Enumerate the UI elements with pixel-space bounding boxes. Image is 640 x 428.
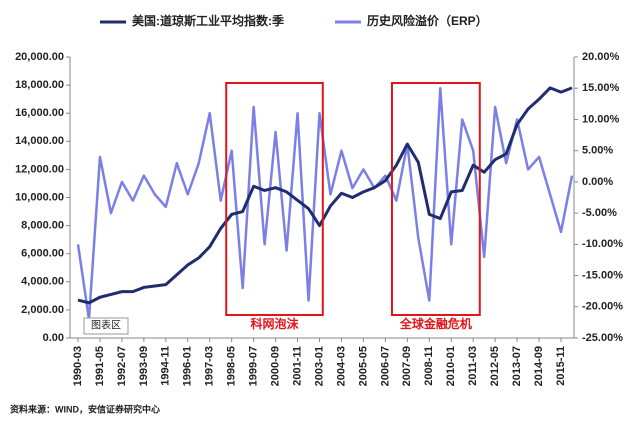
y-tick-label: 8,000.00 xyxy=(21,220,64,232)
legend-label: 美国:道琼斯工业平均指数:季 xyxy=(132,13,285,28)
y2-tick-label: -10.00% xyxy=(582,238,623,250)
chart-area-tag xyxy=(83,317,129,335)
y2-tick-label: 20.00% xyxy=(582,51,620,63)
y2-tick-label: 15.00% xyxy=(582,82,620,94)
x-tick-label: 1993-09 xyxy=(138,346,150,386)
x-tick-label: 2015-11 xyxy=(555,346,567,386)
y2-tick-label: 0.00% xyxy=(582,176,613,188)
y2-tick-label: -20.00% xyxy=(582,301,623,313)
x-tick-label: 2014-09 xyxy=(533,346,545,386)
x-tick-label: 1998-05 xyxy=(226,346,238,386)
x-tick-label: 2001-11 xyxy=(291,346,303,386)
y-tick-label: 18,000.00 xyxy=(15,79,64,91)
y-tick-label: 4,000.00 xyxy=(21,276,64,288)
y-tick-label: 16,000.00 xyxy=(15,107,64,119)
series-line xyxy=(77,86,573,305)
annotation: 科网泡沫 xyxy=(250,316,299,331)
y-tick-label: 10,000.00 xyxy=(15,191,64,203)
x-tick-label: 1997-03 xyxy=(204,346,216,386)
y2-tick-label: -25.00% xyxy=(582,332,623,344)
x-tick-label: 2007-09 xyxy=(401,346,413,386)
y2-tick-label: -15.00% xyxy=(582,269,623,281)
x-tick-label: 2000-09 xyxy=(270,346,282,386)
x-tick-label: 2008-11 xyxy=(423,346,435,386)
y-tick-label: 6,000.00 xyxy=(21,248,64,260)
y2-tick-label: 5.00% xyxy=(582,145,613,157)
x-tick-label: 1991-05 xyxy=(94,346,106,386)
x-tick-label: 2010-01 xyxy=(445,346,457,386)
x-tick-label: 2013-07 xyxy=(511,346,523,386)
legend-label: 历史风险溢价（ERP） xyxy=(367,13,488,28)
x-tick-label: 1996-01 xyxy=(182,346,194,386)
x-tick-label: 1992-07 xyxy=(116,346,128,386)
y-tick-label: 20,000.00 xyxy=(15,51,64,63)
annotation: 图表区 xyxy=(91,319,121,332)
y2-tick-label: 10.00% xyxy=(582,113,620,125)
y2-tick-label: -5.00% xyxy=(582,207,617,219)
x-tick-label: 2012-05 xyxy=(489,346,501,386)
x-tick-label: 1990-03 xyxy=(72,346,84,386)
x-tick-label: 2004-03 xyxy=(335,346,347,386)
x-tick-label: 1994-11 xyxy=(160,346,172,386)
highlight-box xyxy=(390,82,481,316)
y-tick-label: 0.00 xyxy=(43,332,64,344)
y-tick-label: 14,000.00 xyxy=(15,135,64,147)
series-line xyxy=(76,86,574,321)
x-tick-label: 2011-03 xyxy=(467,346,479,386)
annotation: 全球金融危机 xyxy=(399,316,472,331)
x-tick-label: 2003-01 xyxy=(313,346,325,386)
source: 资料来源：WIND，安信证券研究中心 xyxy=(10,403,160,414)
y-tick-label: 2,000.00 xyxy=(21,304,64,316)
highlight-box xyxy=(225,82,324,316)
x-tick-label: 1999-07 xyxy=(248,346,260,386)
x-tick-label: 2006-07 xyxy=(379,346,391,386)
x-tick-label: 2005-05 xyxy=(357,346,369,386)
y-tick-label: 12,000.00 xyxy=(15,163,64,175)
